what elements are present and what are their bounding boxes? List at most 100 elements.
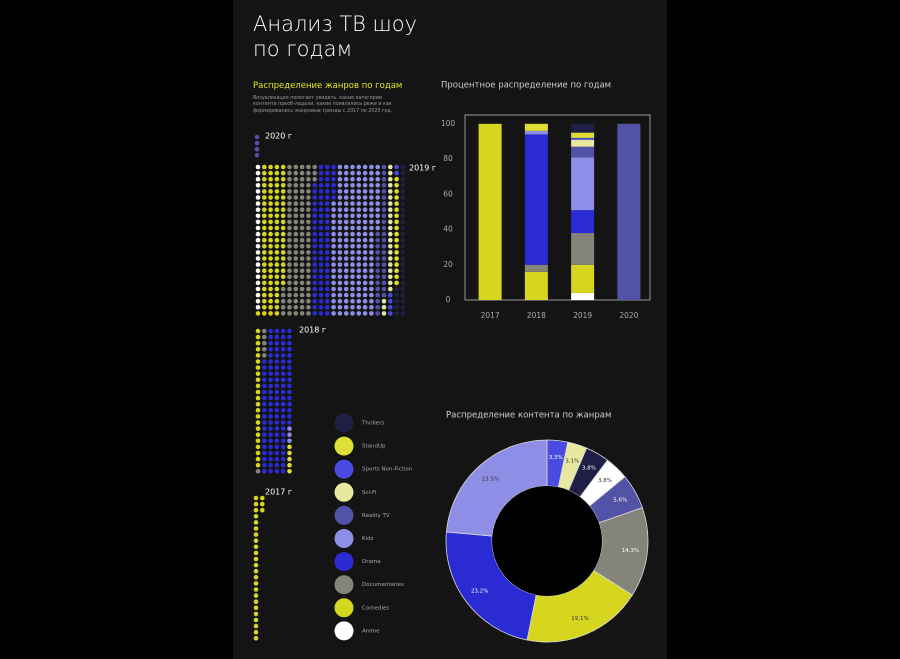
dot [331,201,336,206]
dot [400,256,406,261]
dot [388,183,393,188]
dot [268,189,273,194]
dot [274,340,280,346]
dot [331,292,336,298]
dot [255,383,261,389]
dot [350,219,355,225]
dot [306,225,311,231]
dot [299,213,305,219]
dot [369,201,374,206]
dot [388,311,393,316]
dot [394,311,399,316]
dot [381,237,387,243]
dot [274,420,280,425]
dot [280,347,286,352]
bar-segment [571,132,595,138]
dot [274,237,280,243]
dot [375,274,381,280]
dot [287,225,292,231]
dot [325,170,330,176]
dot [274,334,280,340]
y-tick-label: 0 [446,295,451,304]
dot [287,469,292,474]
dot [343,244,349,249]
dot [312,262,318,267]
legend-swatch [334,529,354,548]
dot [253,587,259,592]
dot [280,401,286,407]
dot [318,250,324,255]
dot [293,219,299,225]
dot [337,195,343,200]
dot [331,250,336,255]
dot [255,371,261,377]
dot [356,237,362,243]
dot [388,286,393,292]
dot [280,359,286,364]
dot [274,395,280,401]
dot [287,353,292,358]
dot [280,365,286,370]
dot [280,408,286,413]
dot [388,225,393,231]
dot [260,501,265,507]
dot [274,432,280,438]
dot [400,244,406,249]
dot [262,438,267,444]
dot [255,365,261,370]
dot [337,268,343,274]
dot [306,274,311,280]
dot [287,298,292,304]
dot [400,311,406,316]
dot [293,256,299,261]
x-tick-label: 2019 [573,311,592,320]
dot [362,207,368,212]
dot [262,365,267,370]
dot [356,189,362,194]
dot [253,532,259,537]
dot [350,292,355,298]
dot [394,219,399,225]
dot [331,305,336,310]
y-tick-label: 100 [441,119,456,128]
y-tick-label: 40 [443,225,453,234]
dot [312,207,318,212]
legend-label: Sci-Fi [362,490,377,496]
dot [262,334,267,340]
dot [280,371,286,377]
dot [262,262,267,267]
dot [253,514,259,519]
bar-segment [571,137,595,140]
dot [262,420,267,425]
dot [262,328,267,334]
dot [375,231,381,237]
dot [362,286,368,292]
bar-segment [571,233,595,265]
dot [280,353,286,358]
dot [280,225,286,231]
dot [394,189,399,194]
dot [280,176,286,182]
dot [306,292,311,298]
legend-label: Drama [362,559,381,565]
dot [356,280,362,286]
dot [255,195,261,200]
dot [287,438,292,444]
dot [274,389,280,395]
dot [369,286,374,292]
dot [262,170,267,176]
dot [280,274,286,280]
dot [299,237,305,243]
dot [369,280,374,286]
dot [287,213,292,219]
bar-segment [571,157,595,211]
dot [343,256,349,261]
legend-swatch [334,552,354,572]
dot [381,280,387,286]
dot [255,237,261,243]
dot [262,389,267,395]
dot [255,469,261,474]
dot [255,298,261,304]
dot [343,262,349,267]
dot [287,219,292,225]
